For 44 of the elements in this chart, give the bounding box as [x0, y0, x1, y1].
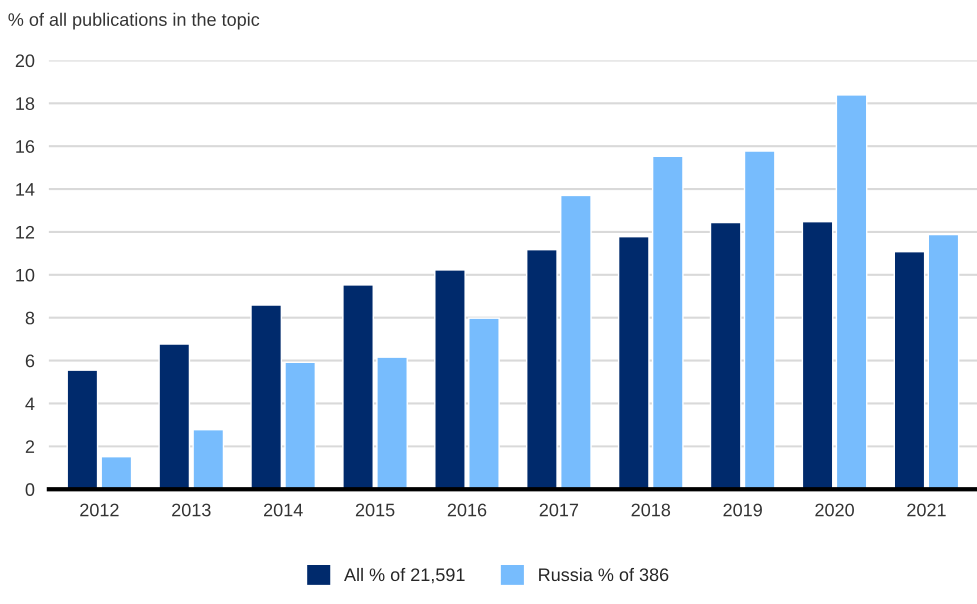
x-tick-label: 2019	[723, 504, 762, 516]
bar	[66, 370, 98, 490]
y-tick-label: 18	[16, 97, 34, 110]
x-tick-label: 2016	[448, 504, 486, 516]
bar	[250, 304, 282, 490]
bar	[158, 343, 190, 490]
legend-label: Russia % of 386	[539, 568, 668, 582]
bar	[744, 150, 776, 490]
bar	[710, 222, 742, 490]
y-tick-label: 8	[26, 312, 34, 324]
y-tick-label: 20	[16, 54, 34, 68]
bar	[560, 194, 592, 490]
x-tick-label: 2012	[80, 504, 119, 516]
y-tick-label: 10	[16, 268, 34, 282]
x-tick-label: 2021	[907, 504, 946, 516]
x-tick-label: 2015	[356, 504, 394, 516]
y-tick-label: 12	[16, 226, 34, 238]
bar	[192, 428, 224, 490]
legend-label: All % of 21,591	[344, 568, 465, 584]
x-tick-label: 2014	[264, 504, 303, 516]
y-tick-label: 16	[16, 140, 34, 153]
x-tick-label: 2020	[815, 504, 854, 516]
y-axis-title: % of all publications in the topic	[8, 12, 260, 30]
bar	[434, 269, 466, 490]
bar	[284, 362, 316, 490]
x-tick-label: 2013	[172, 504, 211, 516]
bar	[618, 236, 650, 490]
bar	[100, 456, 132, 490]
bar	[802, 220, 834, 490]
x-tick-label: 2017	[540, 504, 578, 516]
bar	[836, 94, 868, 490]
bar	[526, 249, 558, 490]
x-tick-label: 2018	[632, 504, 670, 516]
y-tick-label: 6	[26, 354, 34, 368]
y-tick-label: 4	[25, 398, 34, 410]
y-tick-label: 2	[26, 440, 34, 453]
y-tick-label: 0	[26, 483, 34, 496]
y-tick-label: 14	[16, 183, 34, 196]
bar	[894, 250, 926, 490]
bar	[652, 156, 684, 490]
bar	[376, 356, 408, 490]
bar	[928, 234, 960, 490]
bar	[342, 284, 374, 490]
bar	[468, 317, 500, 490]
